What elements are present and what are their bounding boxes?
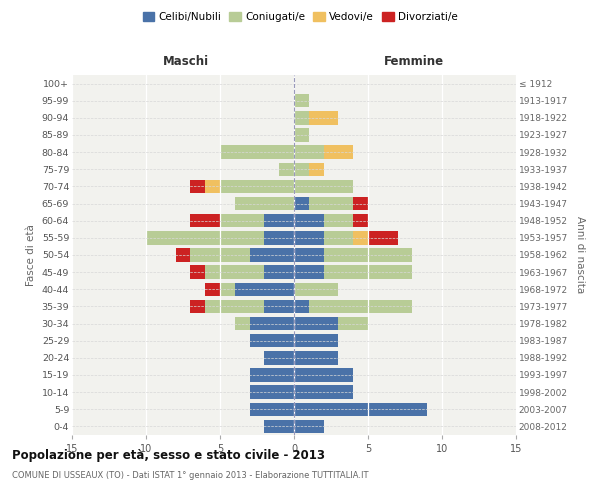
Bar bbox=[294, 317, 338, 330]
Bar bbox=[190, 300, 205, 313]
Bar bbox=[220, 282, 235, 296]
Bar bbox=[220, 180, 294, 193]
Bar bbox=[294, 128, 309, 141]
Y-axis label: Anni di nascita: Anni di nascita bbox=[575, 216, 584, 294]
Bar bbox=[250, 386, 294, 399]
Bar bbox=[250, 334, 294, 347]
Bar bbox=[265, 351, 294, 364]
Bar bbox=[294, 402, 427, 416]
Bar bbox=[338, 317, 368, 330]
Bar bbox=[294, 300, 309, 313]
Bar bbox=[235, 197, 294, 210]
Bar bbox=[353, 214, 368, 228]
Bar bbox=[294, 248, 323, 262]
Bar bbox=[265, 300, 294, 313]
Bar bbox=[235, 317, 250, 330]
Bar bbox=[294, 266, 323, 279]
Bar bbox=[205, 266, 265, 279]
Bar bbox=[146, 231, 265, 244]
Bar bbox=[294, 386, 353, 399]
Bar bbox=[265, 214, 294, 228]
Bar bbox=[294, 420, 323, 433]
Bar bbox=[309, 162, 323, 176]
Bar bbox=[294, 231, 323, 244]
Bar bbox=[279, 162, 294, 176]
Bar bbox=[250, 248, 294, 262]
Bar bbox=[250, 402, 294, 416]
Y-axis label: Fasce di età: Fasce di età bbox=[26, 224, 36, 286]
Text: Maschi: Maschi bbox=[163, 55, 209, 68]
Bar bbox=[294, 282, 338, 296]
Bar bbox=[353, 197, 368, 210]
Bar bbox=[294, 197, 309, 210]
Bar bbox=[323, 248, 412, 262]
Bar bbox=[205, 180, 220, 193]
Bar bbox=[294, 162, 309, 176]
Bar bbox=[265, 266, 294, 279]
Bar bbox=[294, 180, 353, 193]
Bar bbox=[368, 231, 398, 244]
Bar bbox=[265, 420, 294, 433]
Bar bbox=[294, 368, 353, 382]
Bar bbox=[235, 282, 294, 296]
Bar bbox=[190, 248, 250, 262]
Legend: Celibi/Nubili, Coniugati/e, Vedovi/e, Divorziati/e: Celibi/Nubili, Coniugati/e, Vedovi/e, Di… bbox=[139, 8, 461, 26]
Bar bbox=[190, 214, 220, 228]
Bar bbox=[190, 266, 205, 279]
Text: COMUNE DI USSEAUX (TO) - Dati ISTAT 1° gennaio 2013 - Elaborazione TUTTITALIA.IT: COMUNE DI USSEAUX (TO) - Dati ISTAT 1° g… bbox=[12, 470, 368, 480]
Bar bbox=[265, 231, 294, 244]
Bar bbox=[220, 214, 265, 228]
Text: Femmine: Femmine bbox=[384, 55, 444, 68]
Bar bbox=[294, 111, 309, 124]
Bar bbox=[205, 300, 265, 313]
Bar bbox=[294, 214, 323, 228]
Bar bbox=[250, 368, 294, 382]
Bar bbox=[294, 334, 338, 347]
Bar bbox=[323, 266, 412, 279]
Bar bbox=[294, 146, 323, 159]
Bar bbox=[323, 214, 353, 228]
Bar bbox=[309, 300, 412, 313]
Bar bbox=[294, 351, 338, 364]
Bar bbox=[294, 94, 309, 108]
Text: Popolazione per età, sesso e stato civile - 2013: Popolazione per età, sesso e stato civil… bbox=[12, 449, 325, 462]
Bar bbox=[323, 146, 353, 159]
Bar bbox=[250, 317, 294, 330]
Bar bbox=[176, 248, 190, 262]
Bar bbox=[220, 146, 294, 159]
Bar bbox=[353, 231, 368, 244]
Bar bbox=[309, 111, 338, 124]
Bar bbox=[205, 282, 220, 296]
Bar bbox=[190, 180, 205, 193]
Bar bbox=[323, 231, 353, 244]
Bar bbox=[309, 197, 353, 210]
